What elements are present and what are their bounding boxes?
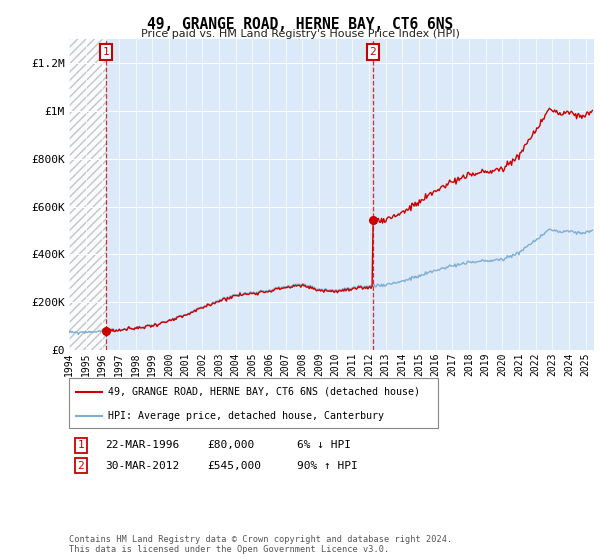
- Text: 49, GRANGE ROAD, HERNE BAY, CT6 6NS (detached house): 49, GRANGE ROAD, HERNE BAY, CT6 6NS (det…: [108, 387, 420, 397]
- Text: £545,000: £545,000: [207, 461, 261, 471]
- Text: HPI: Average price, detached house, Canterbury: HPI: Average price, detached house, Cant…: [108, 411, 384, 421]
- Text: Price paid vs. HM Land Registry's House Price Index (HPI): Price paid vs. HM Land Registry's House …: [140, 29, 460, 39]
- Text: 2: 2: [77, 461, 85, 471]
- Text: 1: 1: [103, 47, 109, 57]
- Text: £80,000: £80,000: [207, 440, 254, 450]
- Text: Contains HM Land Registry data © Crown copyright and database right 2024.
This d: Contains HM Land Registry data © Crown c…: [69, 535, 452, 554]
- Text: 1: 1: [77, 440, 85, 450]
- Text: 30-MAR-2012: 30-MAR-2012: [105, 461, 179, 471]
- Text: 22-MAR-1996: 22-MAR-1996: [105, 440, 179, 450]
- Text: 6% ↓ HPI: 6% ↓ HPI: [297, 440, 351, 450]
- Text: 2: 2: [370, 47, 376, 57]
- Bar: [69, 39, 106, 350]
- Text: 49, GRANGE ROAD, HERNE BAY, CT6 6NS: 49, GRANGE ROAD, HERNE BAY, CT6 6NS: [147, 17, 453, 32]
- Text: 90% ↑ HPI: 90% ↑ HPI: [297, 461, 358, 471]
